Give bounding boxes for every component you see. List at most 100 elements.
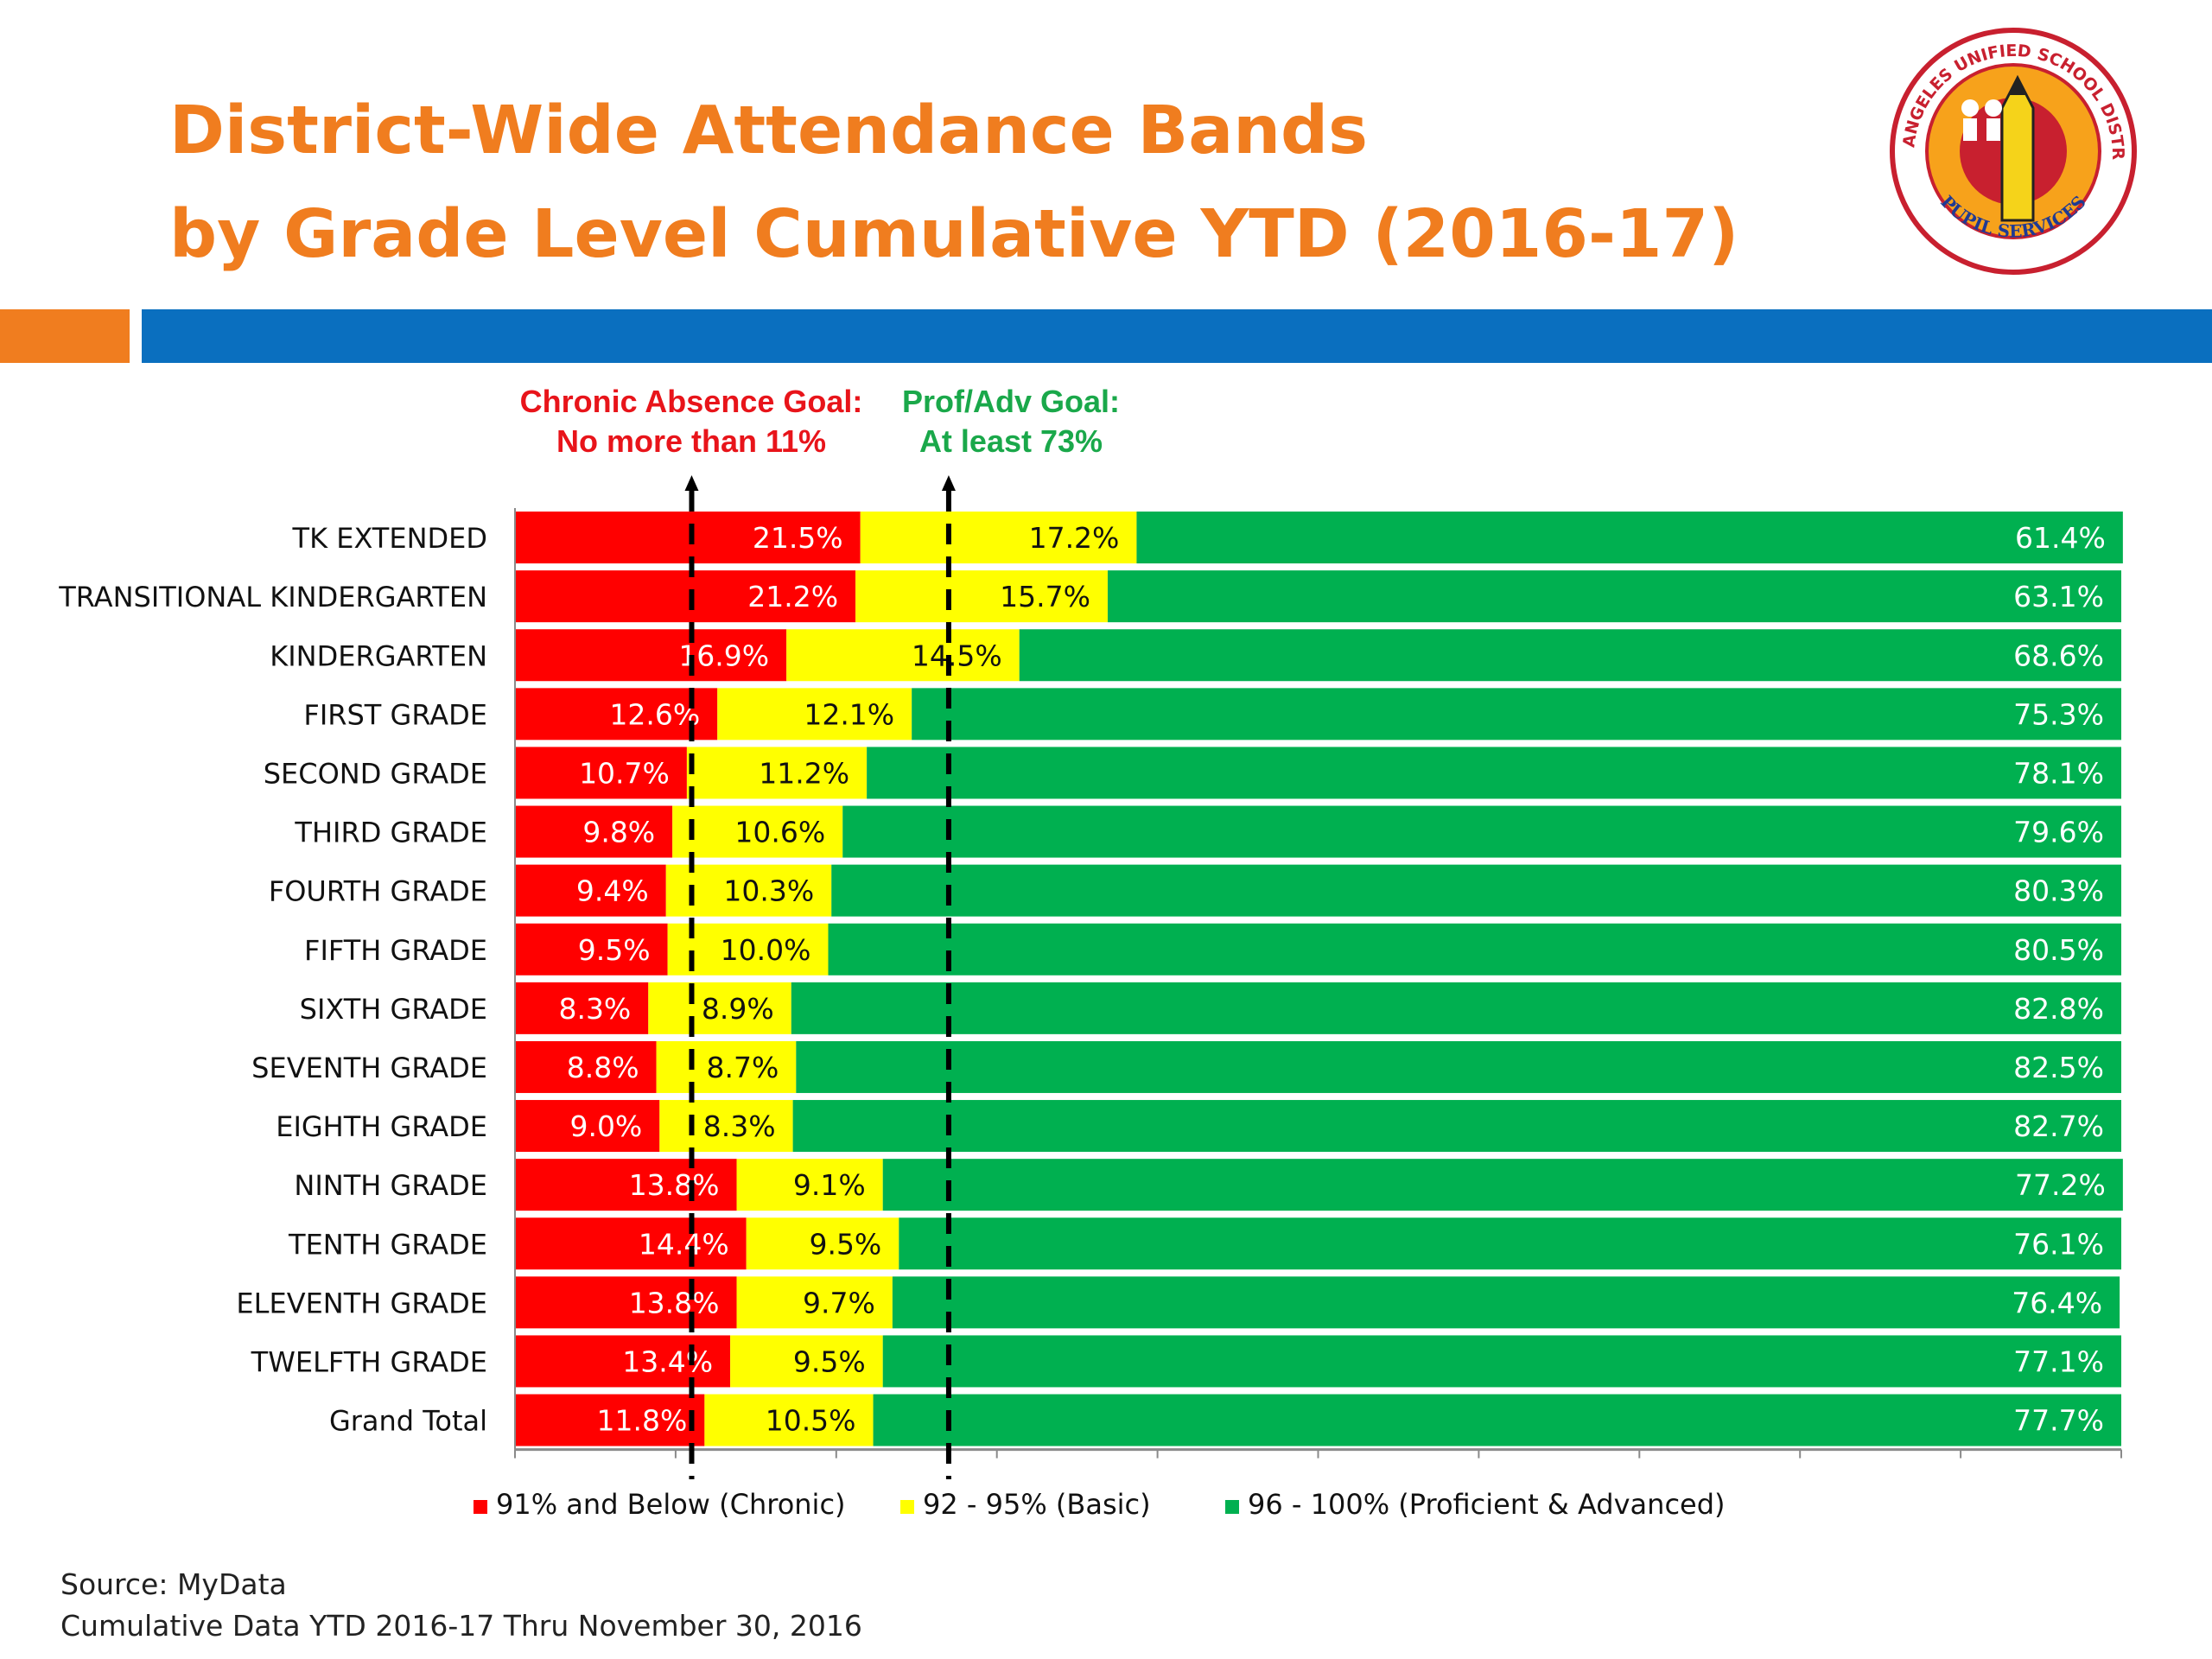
bar-segment [659,1100,793,1153]
data-label: 9.5% [578,933,651,967]
category-label: FOURTH GRADE [269,875,487,908]
bar-segment [515,1335,731,1388]
data-label: 12.6% [609,697,700,731]
bar-segment [672,805,843,858]
goal-arrow [684,475,699,491]
bar-segment [796,1040,2122,1093]
data-label: 68.6% [2013,639,2104,672]
category-label: FIRST GRADE [303,698,487,731]
bar-segment [515,1040,657,1093]
chronic-goal-line-1: Chronic Absence Goal: [519,384,863,419]
data-label: 63.1% [2013,580,2104,613]
bar-segment [791,982,2121,1034]
legend-label: 92 - 95% (Basic) [923,1488,1151,1521]
goal-arrow [941,475,956,491]
bar-segment [717,688,912,741]
data-label: 9.8% [582,816,655,849]
bar-segment [831,864,2121,917]
data-label: 77.7% [2013,1404,2104,1438]
data-label: 76.4% [2012,1286,2102,1319]
bar-segment [892,1276,2120,1329]
category-label: THIRD GRADE [294,817,487,849]
bar-segment [515,1100,660,1153]
data-label: 9.5% [793,1344,866,1378]
data-label: 11.8% [597,1404,688,1438]
accent-bar-orange [0,309,130,363]
bar-segment [515,570,856,623]
bar-segment [515,1217,747,1270]
data-label: 10.7% [579,756,670,790]
bar-segment [515,747,687,799]
category-label: TENTH GRADE [288,1228,487,1261]
data-label: 77.1% [2013,1344,2104,1378]
lausd-logo: LOS ANGELES UNIFIED SCHOOL DISTRICT PUPI… [1888,26,2137,275]
bar-segment [786,629,1020,682]
data-label: 77.2% [2015,1168,2106,1202]
bar-segment [515,1394,705,1446]
bar-segment [515,1159,737,1211]
bar-segment [515,688,718,741]
bar-segment [882,1159,2123,1211]
bar-segment [656,1040,797,1093]
bar-segment [855,570,1108,623]
data-label: 11.2% [759,756,849,790]
category-label: SIXTH GRADE [300,993,487,1026]
data-label: 82.5% [2013,1051,2104,1084]
page-title: District-Wide Attendance Bands by Grade … [169,79,1738,287]
bar-segment [515,864,666,917]
bar-segment [736,1276,893,1329]
bar-segment [515,629,787,682]
data-label: 8.3% [703,1109,776,1143]
chronic-goal-label: Chronic Absence Goal: No more than 11% [501,382,881,461]
bar-segment [736,1159,883,1211]
source-note: Source: MyData Cumulative Data YTD 2016-… [60,1564,862,1647]
legend-swatch [474,1500,487,1514]
data-label: 15.7% [1000,580,1090,613]
bar-segment [828,923,2121,976]
bar-segment [899,1217,2121,1270]
category-label: Grand Total [329,1405,487,1438]
data-label: 14.5% [912,639,1002,672]
data-label: 10.3% [723,874,814,908]
data-label: 9.1% [793,1168,866,1202]
data-label: 76.1% [2013,1227,2104,1261]
data-label: 80.5% [2013,933,2104,967]
category-label: EIGHTH GRADE [276,1110,487,1143]
data-label: 8.9% [702,992,774,1026]
data-label: 21.5% [753,521,843,555]
bar-segment [912,688,2121,741]
data-label: 9.5% [809,1227,881,1261]
data-label: 13.4% [622,1344,713,1378]
bar-segment [730,1335,883,1388]
prof-goal-line-1: Prof/Adv Goal: [901,384,1121,419]
data-label: 82.8% [2013,992,2104,1026]
data-label: 8.7% [706,1051,779,1084]
data-label: 78.1% [2013,756,2104,790]
bar-segment [515,1276,737,1329]
data-label: 79.6% [2013,816,2104,849]
bar-segment [867,747,2121,799]
category-label: ELEVENTH GRADE [236,1287,487,1319]
category-label: SECOND GRADE [264,757,487,790]
category-label: TK EXTENDED [292,522,487,555]
bar-segment [515,512,861,564]
source-line-1: Source: MyData [60,1567,287,1601]
bar-segment [1107,570,2121,623]
source-line-2: Cumulative Data YTD 2016-17 Thru Novembe… [60,1609,862,1643]
data-label: 9.7% [803,1286,875,1319]
legend-swatch [900,1500,914,1514]
legend-label: 96 - 100% (Proficient & Advanced) [1248,1488,1726,1521]
bar-segment [515,982,649,1034]
data-label: 82.7% [2013,1109,2104,1143]
bar-segment [882,1335,2122,1388]
data-label: 8.8% [567,1051,639,1084]
data-label: 10.6% [734,816,825,849]
bar-segment [515,805,673,858]
attendance-bands-chart: TK EXTENDED 21.5% 17.2% 61.4% TRANSITIONAL K… [58,475,2123,1521]
category-label: NINTH GRADE [294,1169,487,1202]
bar-segment [860,512,1137,564]
bar-segment [746,1217,899,1270]
bar-segment [792,1100,2122,1153]
category-label: SEVENTH GRADE [251,1052,487,1084]
legend-label: 91% and Below (Chronic) [496,1488,846,1521]
